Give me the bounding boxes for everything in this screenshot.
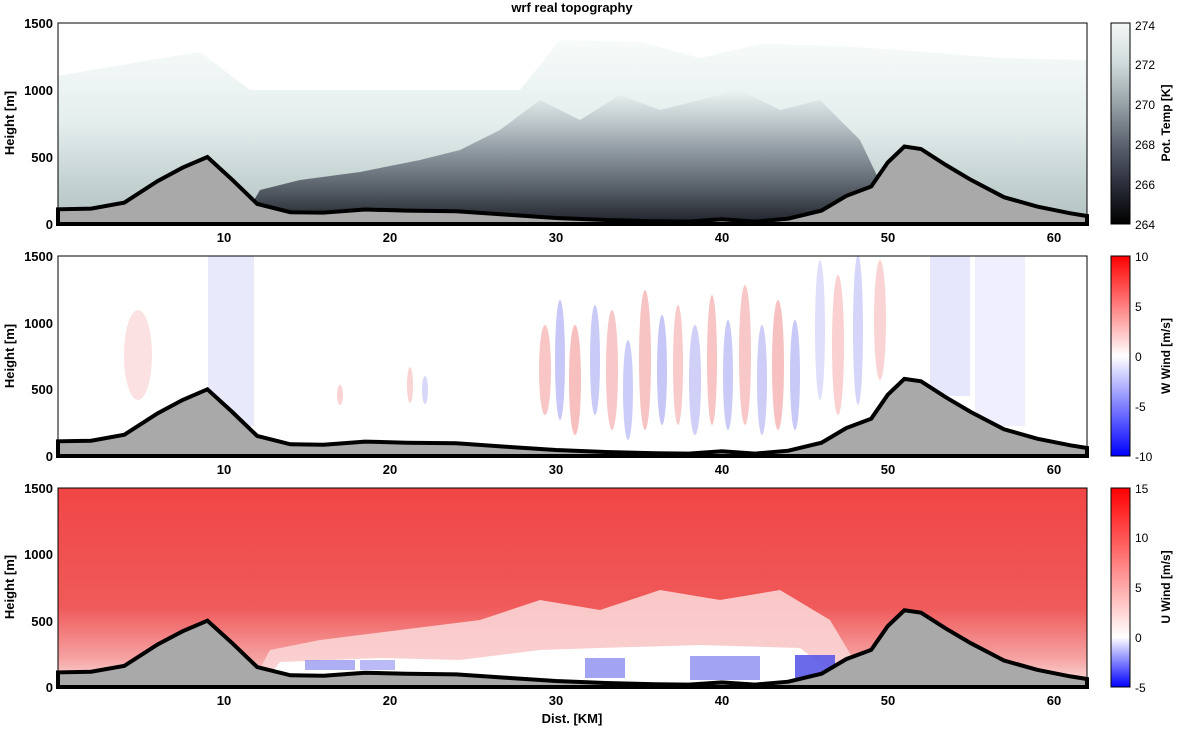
y-axis-label: Height [m] xyxy=(2,91,17,155)
terrain xyxy=(56,608,1089,689)
panel-pot-temp: Height [m] 0 500 1000 1500 10 20 30 40 5… xyxy=(2,16,1173,245)
x-tick-label: 10 xyxy=(217,693,231,708)
colorbar xyxy=(1110,22,1131,225)
y-tick-label: 0 xyxy=(46,217,53,232)
colorbar-label: W Wind [m/s] xyxy=(1159,318,1173,394)
colorbar-tick-label: 274 xyxy=(1135,19,1155,33)
x-tick-label: 60 xyxy=(1047,462,1061,477)
y-tick-label: 1000 xyxy=(24,83,53,98)
colorbar-label: Pot. Temp [K] xyxy=(1159,84,1173,161)
x-tick-label: 10 xyxy=(217,230,231,245)
y-tick-label: 0 xyxy=(46,449,53,464)
x-tick-label: 50 xyxy=(881,230,895,245)
x-tick-label: 20 xyxy=(383,230,397,245)
y-tick-label: 0 xyxy=(46,680,53,695)
x-tick-label: 40 xyxy=(715,230,729,245)
x-tick-label: 30 xyxy=(549,693,563,708)
colorbar-tick-label: -10 xyxy=(1135,450,1153,464)
colorbar-tick-label: 15 xyxy=(1135,482,1149,496)
x-tick-label: 60 xyxy=(1047,230,1061,245)
y-axis-label: Height [m] xyxy=(2,555,17,619)
x-tick-label: 40 xyxy=(715,693,729,708)
x-tick-label: 20 xyxy=(383,462,397,477)
colorbar-tick-label: 10 xyxy=(1135,250,1149,264)
axes-frame xyxy=(57,487,1088,688)
colorbar-tick-label: 266 xyxy=(1135,178,1155,192)
x-axis-label: Dist. [KM] xyxy=(542,711,603,726)
w-convective-cells xyxy=(337,256,886,440)
colorbar-tick-label: 5 xyxy=(1135,581,1142,595)
y-tick-label: 1000 xyxy=(24,316,53,331)
colorbar-tick-label: 5 xyxy=(1135,300,1142,314)
y-tick-label: 500 xyxy=(31,614,53,629)
colorbar-tick-label: 268 xyxy=(1135,138,1155,152)
w-updraft-plume xyxy=(124,310,152,400)
colorbar-tick-label: -5 xyxy=(1135,400,1146,414)
colorbar xyxy=(1110,487,1131,688)
x-tick-label: 50 xyxy=(881,462,895,477)
panel-u-wind: Height [m] 0 500 1000 1500 10 20 30 40 5… xyxy=(2,481,1173,726)
colorbar-tick-label: 272 xyxy=(1135,58,1155,72)
y-tick-label: 1500 xyxy=(24,16,53,31)
colorbar-tick-label: 270 xyxy=(1135,98,1155,112)
colorbar xyxy=(1110,255,1131,457)
colorbar-tick-label: 264 xyxy=(1135,218,1155,232)
y-tick-label: 1500 xyxy=(24,481,53,496)
x-tick-label: 50 xyxy=(881,693,895,708)
colorbar-label: U Wind [m/s] xyxy=(1159,550,1173,623)
pot-temp-cold-layer xyxy=(240,90,900,224)
y-tick-label: 1500 xyxy=(24,249,53,264)
x-tick-label: 40 xyxy=(715,462,729,477)
colorbar-tick-label: -5 xyxy=(1135,681,1146,695)
figure-title: wrf real topography xyxy=(510,0,633,15)
w-downdraft-plume xyxy=(930,256,970,396)
y-axis-label: Height [m] xyxy=(2,324,17,388)
axes-frame xyxy=(57,22,1088,225)
y-tick-label: 500 xyxy=(31,382,53,397)
x-tick-label: 10 xyxy=(217,462,231,477)
x-tick-label: 30 xyxy=(549,462,563,477)
y-tick-label: 1000 xyxy=(24,547,53,562)
x-tick-label: 60 xyxy=(1047,693,1061,708)
colorbar-tick-label: 0 xyxy=(1135,631,1142,645)
axes-frame xyxy=(57,255,1088,457)
colorbar-tick-label: 0 xyxy=(1135,350,1142,364)
terrain xyxy=(56,144,1089,226)
y-tick-label: 500 xyxy=(31,150,53,165)
w-downdraft-plume xyxy=(975,256,1025,426)
terrain xyxy=(56,376,1089,458)
x-tick-label: 20 xyxy=(383,693,397,708)
colorbar-tick-label: 10 xyxy=(1135,531,1149,545)
x-tick-label: 30 xyxy=(549,230,563,245)
panel-w-wind: Height [m] 0 500 1000 1500 10 20 30 40 5… xyxy=(2,249,1173,477)
